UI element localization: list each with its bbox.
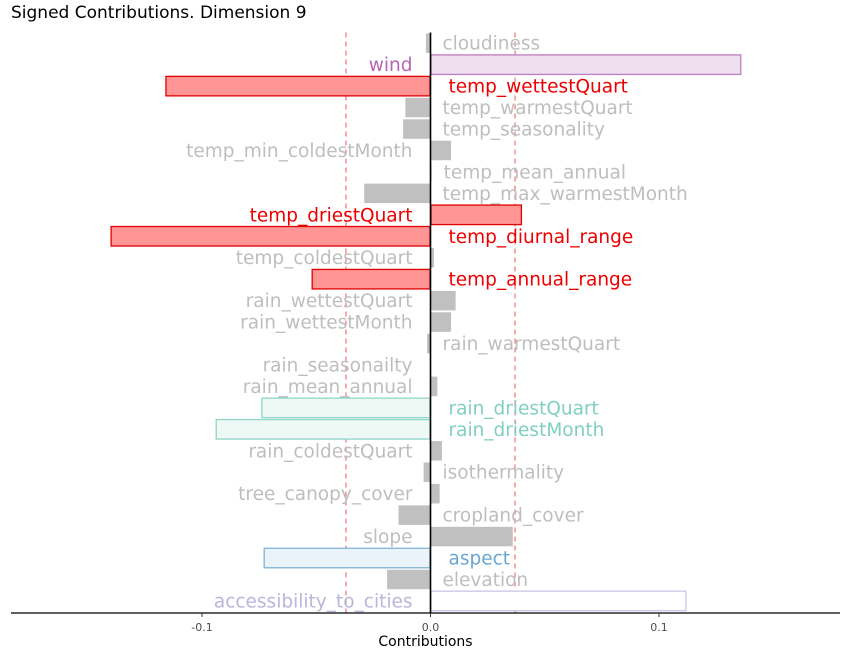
bar-label-rain-warmestquart: rain_warmestQuart <box>443 334 621 355</box>
bar-rain-wettestmonth <box>430 312 452 332</box>
bar-temp-warmestquart <box>405 97 431 118</box>
bar-rain-driestmonth <box>215 418 431 440</box>
bar-label-temp-warmestquart: temp_warmestQuart <box>443 98 633 119</box>
bar-label-accessibility-to-cities: accessibility_to_cities <box>214 591 413 612</box>
bar-label-rain-wettestmonth: rain_wettestMonth <box>240 313 412 334</box>
x-axis-title: Contributions <box>378 634 472 650</box>
bar-label-temp-max-warmestmonth: temp_max_warmestMonth <box>443 184 688 205</box>
bar-label-tree-canopy-cover: tree_canopy_cover <box>238 484 413 505</box>
bar-rain-driestquart <box>261 397 431 419</box>
chart-title: Signed Contributions. Dimension 9 <box>11 3 307 23</box>
bar-label-temp-coldestquart: temp_coldestQuart <box>236 248 413 269</box>
bar-temp-coldestquart <box>430 247 434 268</box>
bar-label-temp-mean-annual: temp_mean_annual <box>444 162 626 183</box>
bar-label-rain-seasonailty: rain_seasonailty <box>263 355 413 376</box>
bar-label-aspect: aspect <box>449 549 511 570</box>
bar-tree-canopy-cover <box>430 483 440 504</box>
bar-label-temp-min-coldestmonth: temp_min_coldestMonth <box>186 141 412 162</box>
bar-wind <box>430 54 742 76</box>
bar-aspect <box>263 547 431 569</box>
bar-isothermality <box>423 462 431 482</box>
bar-label-slope: slope <box>363 527 412 548</box>
bar-label-temp-wettestquart: temp_wettestQuart <box>449 77 628 98</box>
bar-label-rain-coldestquart: rain_coldestQuart <box>248 441 412 462</box>
bar-label-isothermality: isothermality <box>443 463 565 484</box>
bar-cloudiness <box>425 33 431 53</box>
bar-elevation <box>387 569 431 590</box>
bar-temp-annual-range <box>311 268 431 290</box>
bar-label-rain-mean-annual: rain_mean_annual <box>243 377 413 398</box>
bar-label-temp-driestquart: temp_driestQuart <box>250 205 413 226</box>
bar-label-temp-seasonality: temp_seasonality <box>443 120 606 141</box>
bar-rain-warmestquart <box>427 333 431 354</box>
bar-label-cropland-cover: cropland_cover <box>443 506 584 527</box>
bar-label-rain-driestmonth: rain_driestMonth <box>449 420 605 441</box>
bar-label-rain-driestquart: rain_driestQuart <box>449 398 599 419</box>
bar-accessibility-to-cities <box>430 590 687 612</box>
bar-temp-max-warmestmonth <box>364 183 431 204</box>
x-tick-label-1: -0.1 <box>191 621 212 634</box>
x-tick-label-3: 0.1 <box>650 621 668 634</box>
bar-slope <box>430 526 513 547</box>
bar-temp-diurnal-range <box>110 225 431 247</box>
bar-label-temp-diurnal-range: temp_diurnal_range <box>449 227 634 248</box>
x-tick-label-2: 0.0 <box>422 621 440 634</box>
bar-cropland-cover <box>398 505 431 525</box>
bar-label-rain-wettestquart: rain_wettestQuart <box>246 291 413 312</box>
bar-rain-coldestquart <box>430 441 442 461</box>
bar-rain-wettestquart <box>430 290 456 311</box>
bar-label-elevation: elevation <box>443 570 529 591</box>
bar-label-wind: wind <box>369 55 413 76</box>
bar-rain-mean-annual <box>430 376 438 397</box>
bar-temp-min-coldestmonth <box>430 140 452 161</box>
bar-temp-seasonality <box>403 119 431 139</box>
bar-label-cloudiness: cloudiness <box>443 34 541 55</box>
bar-label-temp-annual-range: temp_annual_range <box>449 270 633 291</box>
bar-temp-driestquart <box>430 204 523 226</box>
bar-temp-wettestquart <box>165 75 431 97</box>
